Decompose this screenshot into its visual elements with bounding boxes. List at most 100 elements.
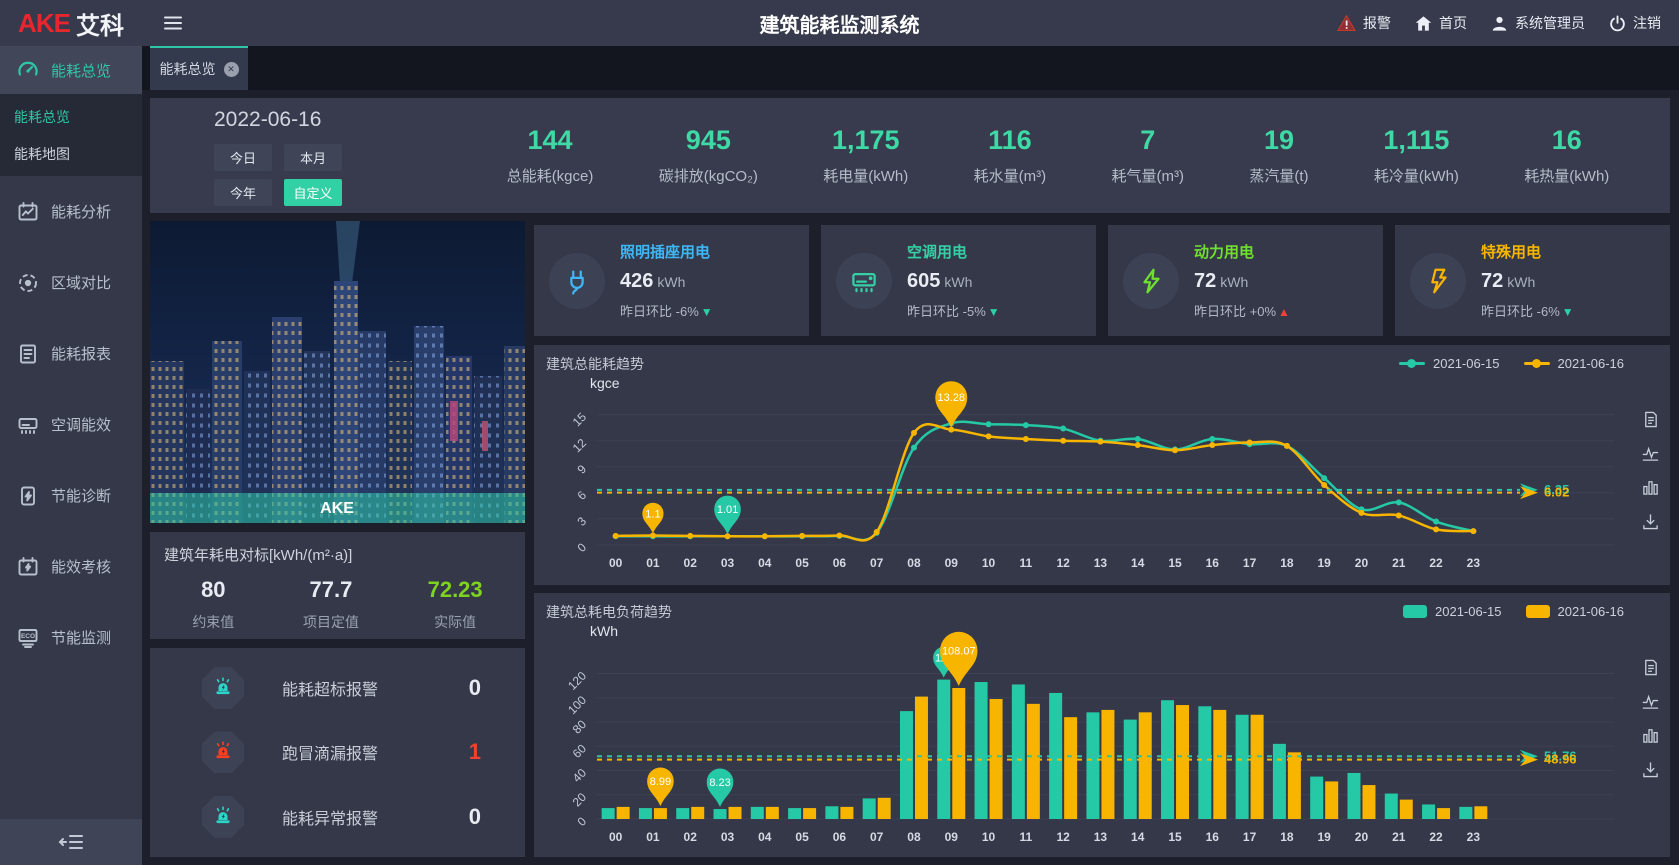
alarm-row-leakage[interactable]: 跑冒滴漏报警 1 [150,731,525,774]
logout-nav-label: 注销 [1633,15,1661,31]
sidebar-item-region-compare[interactable]: 区域对比 [0,247,142,318]
sidebar-collapse-button[interactable] [0,819,142,865]
card-compare: 昨日环比 +0% ▲ [1194,301,1290,320]
line-chart-type-icon[interactable] [1642,445,1659,462]
stat-carbon: 945 碳排放(kgCO₂) [659,125,758,186]
bar-chart-type-icon[interactable] [1642,727,1659,744]
sidebar-item-energy-report[interactable]: 能耗报表 [0,318,142,389]
range-button-today[interactable]: 今日 [214,144,272,171]
home-nav-label: 首页 [1439,15,1467,31]
svg-text:18: 18 [1280,830,1294,844]
user-nav-item[interactable]: 系统管理员 [1491,13,1585,33]
stat-label: 蒸汽量(t) [1249,168,1309,185]
tab-energy-overview[interactable]: 能耗总览 ✕ [150,46,248,90]
sidebar-item-energy-diagnosis[interactable]: 节能诊断 [0,460,142,531]
card-unit: kWh [944,274,973,290]
stat-electricity: 1,175 耗电量(kWh) [823,125,908,186]
bar-chart-type-icon[interactable] [1642,479,1659,496]
sidebar-item-energy-overview[interactable]: 能耗总览 [0,46,142,94]
svg-text:1.01: 1.01 [717,504,738,516]
sidebar-item-label: 能耗分析 [51,204,112,221]
submenu-item-energy-map[interactable]: 能耗地图 [0,135,142,172]
download-icon[interactable] [1642,513,1659,530]
compare-delta: -6% [1536,304,1560,319]
data-view-icon[interactable] [1642,659,1659,676]
card-body: 特殊用电 72 kWh 昨日环比 -6% ▼ [1481,241,1574,320]
svg-text:8.99: 8.99 [650,776,671,788]
legend-item[interactable]: 2021-06-16 [1525,604,1624,619]
stat-value: 1,115 [1383,125,1450,155]
svg-text:16: 16 [1206,556,1220,570]
report-icon [20,344,36,363]
svg-text:11: 11 [1020,830,1033,844]
chart-title: 建筑总耗电负荷趋势 [546,604,672,620]
benchmark-label: 项目定值 [302,614,359,630]
caption-band [150,493,525,523]
svg-text:12: 12 [1056,556,1070,570]
svg-text:08: 08 [907,830,921,844]
svg-text:05: 05 [795,556,809,570]
stats-row: 144 总能耗(kgce) 945 碳排放(kgCO₂) 1,175 耗电量(kWh)… [464,98,1670,213]
card-value: 72 kWh [1194,270,1290,293]
chart-marker-pin: 13.28 [935,381,968,428]
svg-text:20: 20 [1355,556,1369,570]
svg-text:03: 03 [721,830,735,844]
alarm-row-overlimit[interactable]: 能耗超标报警 0 [150,667,525,710]
submenu-item-energy-overview[interactable]: 能耗总览 [0,98,142,135]
alarm-label: 跑冒滴漏报警 [282,746,379,764]
city-skyline-image: AKE [150,221,525,523]
user-nav-label: 系统管理员 [1515,15,1585,31]
tab-close-icon[interactable]: ✕ [223,61,239,77]
card-compare: 昨日环比 -5% ▼ [907,301,1000,320]
card-unit: kWh [1507,274,1536,290]
logo-text-en: AKE [18,7,71,38]
card-body: 空调用电 605 kWh 昨日环比 -5% ▼ [907,241,1000,320]
legend-item[interactable]: 2021-06-16 [1523,356,1624,371]
range-button-custom[interactable]: 自定义 [284,179,342,206]
chart-marker-pin: 1.1 [642,502,664,534]
alarm-count: 0 [468,675,481,701]
sidebar-item-ac-efficiency[interactable]: 空调能效 [0,389,142,460]
legend-swatch [1525,605,1550,618]
range-button-month[interactable]: 本月 [284,144,342,171]
stat-label: 耗水量(m³) [973,168,1047,185]
chart-toolbar [1642,411,1659,530]
data-view-icon[interactable] [1642,411,1659,428]
sidebar-item-label: 节能监测 [51,630,112,647]
alarm-nav-item[interactable]: 报警 [1336,13,1391,33]
card-body: 动力用电 72 kWh 昨日环比 +0% ▲ [1194,241,1290,320]
legend-item[interactable]: 2021-06-15 [1403,604,1502,619]
sidebar-item-energy-saving-monitor[interactable]: ECO 节能监测 [0,602,142,673]
stat-label: 耗气量(m³) [1111,168,1184,185]
svg-text:21: 21 [1392,830,1406,844]
svg-text:15: 15 [570,410,590,430]
alarm-row-abnormal[interactable]: 能耗异常报警 0 [150,795,525,838]
target-icon [19,273,37,292]
benchmark-label: 实际值 [434,614,477,630]
alarm-count: 0 [468,803,481,829]
benchmark-value: 72.23 [427,577,483,602]
card-number: 72 [1194,270,1217,292]
trend-arrow-icon: ▼ [987,305,1000,319]
alarm-warning-icon [1336,14,1357,31]
menu-toggle-icon[interactable] [162,12,184,34]
svg-text:ECO: ECO [21,633,35,640]
range-button-year[interactable]: 今年 [214,179,272,206]
logout-nav-item[interactable]: 注销 [1609,13,1661,33]
sidebar-item-efficiency-assessment[interactable]: 能效考核 [0,531,142,602]
home-nav-item[interactable]: 首页 [1415,13,1467,33]
stat-label: 总能耗(kgce) [506,168,594,185]
sidebar-item-energy-analysis[interactable]: 能耗分析 [0,176,142,247]
stat-value: 1,175 [831,125,900,155]
card-title: 照明插座用电 [620,244,711,261]
power-bolt-icon [1123,252,1179,309]
selected-date[interactable]: 2022-06-16 [214,108,322,131]
top-header: AKE 艾科 建筑能耗监测系统 报警 首页 系统管理员 注销 [0,0,1679,46]
legend-swatch [1403,605,1427,618]
download-icon[interactable] [1642,761,1659,778]
legend-item[interactable]: 2021-06-15 [1399,356,1500,371]
line-chart-type-icon[interactable] [1642,693,1659,710]
card-title: 特殊用电 [1481,244,1542,261]
